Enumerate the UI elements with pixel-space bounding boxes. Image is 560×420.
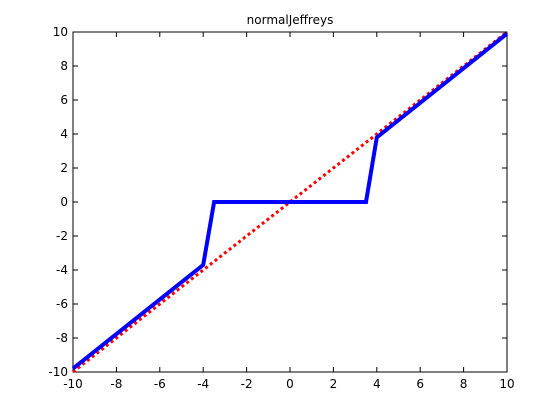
x-tick-label: 2: [330, 377, 338, 391]
x-tick-label: 4: [373, 377, 381, 391]
x-tick-label: 6: [416, 377, 424, 391]
chart-title: normalJeffreys: [247, 13, 334, 27]
x-tick-label: 0: [286, 377, 294, 391]
x-tick-label: -6: [154, 377, 166, 391]
y-tick-label: 0: [60, 195, 68, 209]
y-tick-label: -6: [56, 297, 68, 311]
series-line-blue-solid: [71, 32, 509, 371]
x-tick-label: -2: [241, 377, 253, 391]
y-tick-label: 4: [60, 127, 68, 141]
y-tick-label: 2: [60, 161, 68, 175]
y-tick-label: 10: [53, 25, 68, 39]
x-tick-label: -10: [63, 377, 83, 391]
x-tick-label: 10: [499, 377, 514, 391]
x-tick-label: -8: [110, 377, 122, 391]
y-tick-label: -10: [48, 365, 68, 379]
y-tick-label: -8: [56, 331, 68, 345]
y-tick-label: -4: [56, 263, 68, 277]
y-tick-label: -2: [56, 229, 68, 243]
axes-ticks: -10 -8 -6 -4 -2 0 2 4 6 8 10 -10 -8 -6 -4 -2 0 2 4 6 8 10: [48, 25, 514, 391]
x-tick-label: -4: [197, 377, 209, 391]
series-line-red-dotted: [72, 30, 508, 374]
y-tick-label: 8: [60, 59, 68, 73]
y-tick-label: 6: [60, 93, 68, 107]
series-group: [71, 30, 509, 374]
x-tick-label: 8: [460, 377, 468, 391]
